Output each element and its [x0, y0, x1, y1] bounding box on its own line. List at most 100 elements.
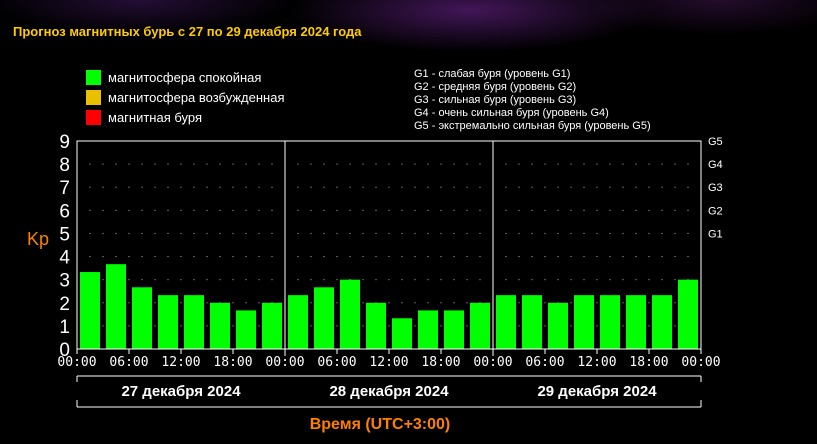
grid-dot: [466, 232, 468, 234]
kp-bar: [262, 302, 282, 349]
grid-dot: [401, 256, 403, 258]
grid-dot: [180, 232, 182, 234]
grid-dot: [596, 302, 598, 304]
kp-bar: [626, 295, 646, 349]
grid-dot: [323, 186, 325, 188]
grid-dot: [518, 163, 520, 165]
grid-dot: [414, 302, 416, 304]
grid-dot: [271, 209, 273, 211]
x-time-label: 12:00: [161, 355, 200, 370]
grid-dot: [388, 302, 390, 304]
grid-dot: [570, 279, 572, 281]
grid-dot: [674, 186, 676, 188]
grid-dot: [414, 209, 416, 211]
grid-dot: [271, 163, 273, 165]
grid-dot: [362, 232, 364, 234]
grid-dot: [388, 232, 390, 234]
grid-dot: [687, 163, 689, 165]
g-level-2: G2 - средняя буря (уровень G2): [414, 81, 577, 93]
grid-dot: [232, 256, 234, 258]
grid-dot: [232, 232, 234, 234]
grid-dot: [505, 163, 507, 165]
grid-dot: [102, 279, 104, 281]
grid-dot: [102, 209, 104, 211]
y-tick-label: 7: [59, 178, 70, 199]
grid-dot: [206, 302, 208, 304]
grid-dot: [414, 325, 416, 327]
grid-dot: [258, 232, 260, 234]
legend-label-storm: магнитная буря: [108, 109, 203, 125]
grid-dot: [479, 232, 481, 234]
grid-dot: [180, 325, 182, 327]
grid-dot: [596, 186, 598, 188]
grid-dot: [440, 186, 442, 188]
grid-dot: [115, 232, 117, 234]
grid-dot: [128, 232, 130, 234]
grid-dot: [635, 209, 637, 211]
grid-dot: [544, 325, 546, 327]
legend-label-excited: магнитосфера возбужденная: [108, 89, 285, 105]
kp-bar: [340, 279, 360, 349]
grid-dot: [453, 256, 455, 258]
grid-dot: [102, 256, 104, 258]
grid-dot: [570, 209, 572, 211]
g-level-3: G3 - сильная буря (уровень G3): [414, 94, 577, 106]
x-time-label: 06:00: [109, 355, 148, 370]
g-level-4: G4 - очень сильная буря (уровень G4): [414, 107, 609, 119]
grid-dot: [622, 279, 624, 281]
grid-dot: [518, 209, 520, 211]
grid-dot: [193, 256, 195, 258]
grid-dot: [102, 186, 104, 188]
grid-dot: [453, 186, 455, 188]
grid-dot: [401, 186, 403, 188]
grid-dot: [336, 186, 338, 188]
grid-dot: [635, 232, 637, 234]
grid-dot: [609, 163, 611, 165]
grid-dot: [466, 279, 468, 281]
grid-dot: [518, 256, 520, 258]
grid-dot: [219, 279, 221, 281]
legend-swatch-storm: [86, 109, 101, 125]
grid-dot: [466, 209, 468, 211]
grid-dot: [557, 163, 559, 165]
grid-dot: [232, 279, 234, 281]
grid-dot: [141, 279, 143, 281]
grid-dot: [388, 186, 390, 188]
grid-dot: [401, 163, 403, 165]
x-time-label: 00:00: [57, 355, 96, 370]
grid-dot: [479, 279, 481, 281]
legend-swatch-excited: [86, 89, 101, 105]
grid-dot: [531, 256, 533, 258]
x-time-label: 00:00: [681, 355, 720, 370]
grid-dot: [635, 186, 637, 188]
legend: магнитосфера спокойная магнитосфера возб…: [86, 67, 285, 127]
grid-dot: [310, 279, 312, 281]
grid-dot: [245, 209, 247, 211]
grid-dot: [570, 256, 572, 258]
grid-dot: [245, 256, 247, 258]
day-label: 28 декабря 2024: [329, 383, 449, 400]
grid-dot: [388, 163, 390, 165]
grid-dot: [115, 163, 117, 165]
grid-dot: [505, 209, 507, 211]
grid-dot: [245, 163, 247, 165]
y-tick-label: 6: [59, 201, 70, 222]
grid-dot: [544, 302, 546, 304]
kp-bar: [470, 302, 490, 349]
grid-dot: [193, 209, 195, 211]
legend-item-excited: магнитосфера возбужденная: [86, 87, 285, 107]
grid-dot: [232, 186, 234, 188]
grid-dot: [648, 256, 650, 258]
kp-bar: [314, 287, 334, 349]
grid-dot: [596, 279, 598, 281]
grid-dot: [128, 163, 130, 165]
grid-dot: [479, 209, 481, 211]
grid-dot: [219, 209, 221, 211]
grid-dot: [219, 232, 221, 234]
grid-dot: [479, 256, 481, 258]
grid-dot: [245, 302, 247, 304]
grid-dot: [167, 279, 169, 281]
y-tick-label: 2: [59, 294, 70, 315]
grid-dot: [674, 302, 676, 304]
grid-dot: [453, 279, 455, 281]
